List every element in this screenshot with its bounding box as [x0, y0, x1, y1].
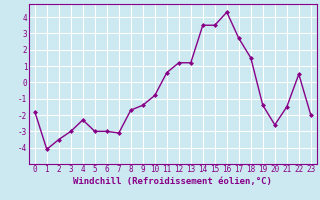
X-axis label: Windchill (Refroidissement éolien,°C): Windchill (Refroidissement éolien,°C)	[73, 177, 272, 186]
